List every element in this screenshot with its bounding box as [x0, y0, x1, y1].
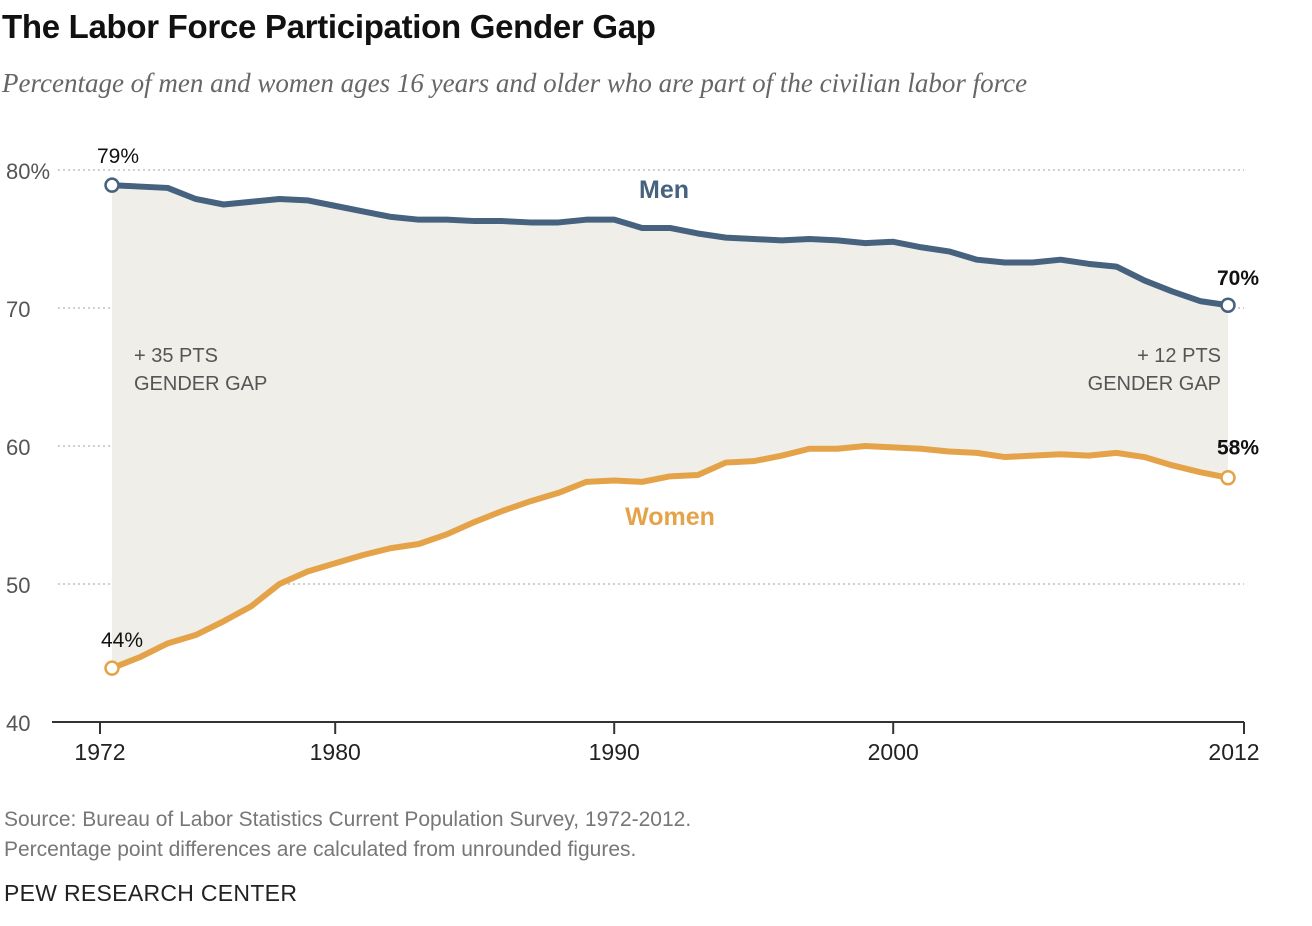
- women-end-value-label: 58%: [1217, 437, 1259, 460]
- y-tick-label-80: 80%: [6, 159, 50, 184]
- women-series-label: Women: [625, 503, 715, 531]
- women-start-marker: [104, 660, 120, 676]
- y-tick-label-40: 40: [6, 711, 30, 736]
- methodology-note: Percentage point differences are calcula…: [4, 838, 637, 861]
- men-end-value-label: 70%: [1217, 267, 1259, 290]
- women-end-marker: [1220, 469, 1236, 486]
- women-series-line: [109, 443, 1231, 672]
- men-series-line: [109, 182, 1231, 309]
- x-tick-label-1980: 1980: [310, 739, 361, 765]
- women-start-value-label: 44%: [101, 629, 143, 652]
- chart-labels: 79% 70% 44% 58% Men Women + 35 PTS GENDER GAP + …: [97, 145, 1259, 652]
- endpoint-markers: [104, 177, 1236, 676]
- men-start-marker: [104, 177, 120, 193]
- gap-end-annotation-line1: + 12 PTS: [1137, 345, 1221, 367]
- x-tick-label-1972: 1972: [74, 739, 125, 765]
- men-end-marker: [1220, 297, 1236, 313]
- y-axis-tick-labels: 80% 70 60 50 40: [6, 159, 50, 736]
- x-tick-label-1990: 1990: [589, 739, 640, 765]
- gap-start-annotation-line2: GENDER GAP: [134, 373, 267, 395]
- y-tick-label-50: 50: [6, 573, 30, 598]
- y-tick-label-60: 60: [6, 435, 30, 460]
- x-tick-label-2012: 2012: [1208, 739, 1259, 765]
- line-chart: 1972 1980 1990 2000 2012 80% 70 60 50 40 79% 70% 4…: [6, 145, 1260, 765]
- y-tick-label-70: 70: [6, 297, 30, 322]
- source-note: Source: Bureau of Labor Statistics Curre…: [4, 808, 692, 831]
- x-axis: 1972 1980 1990 2000 2012: [52, 721, 1260, 765]
- gap-end-annotation-line2: GENDER GAP: [1088, 373, 1221, 395]
- men-series-label: Men: [639, 176, 689, 204]
- gap-start-annotation-line1: + 35 PTS: [134, 345, 218, 367]
- x-tick-label-2000: 2000: [868, 739, 919, 765]
- men-start-value-label: 79%: [97, 145, 139, 168]
- organization-credit: PEW RESEARCH CENTER: [4, 880, 298, 906]
- chart-title: The Labor Force Participation Gender Gap: [2, 8, 656, 45]
- chart-subtitle: Percentage of men and women ages 16 year…: [2, 68, 1028, 98]
